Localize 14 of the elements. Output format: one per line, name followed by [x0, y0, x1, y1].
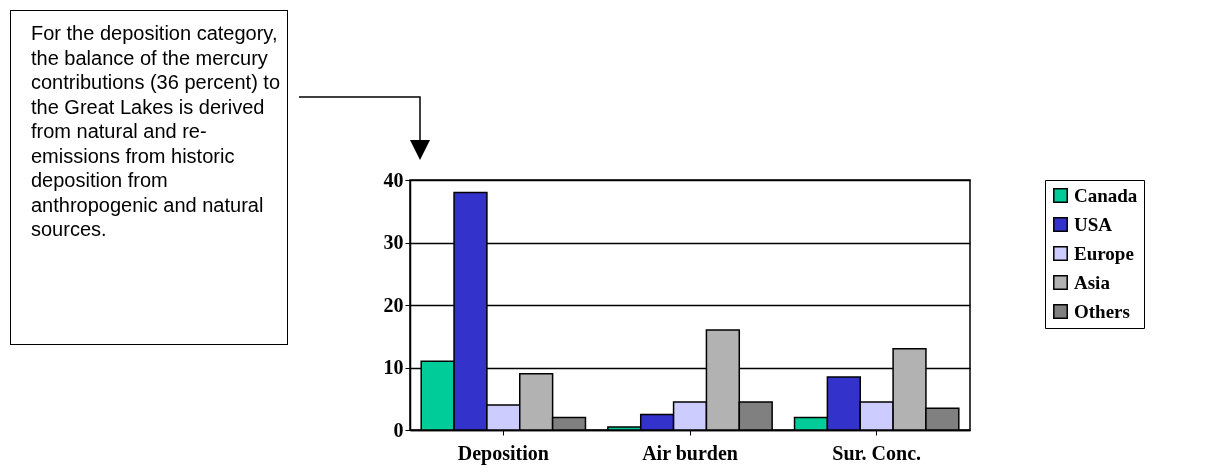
- y-tick-label: 40: [383, 168, 404, 191]
- legend-label: Asia: [1074, 271, 1111, 293]
- y-tick-label: 10: [383, 356, 404, 378]
- y-tick-label: 30: [383, 231, 404, 253]
- x-tick-label: Deposition: [457, 441, 549, 465]
- legend-label: Others: [1074, 300, 1130, 322]
- y-tick-label: 0: [393, 418, 404, 441]
- x-tick-label: Air burden: [642, 441, 738, 464]
- legend-label: USA: [1074, 213, 1113, 235]
- legend-label: Canada: [1074, 184, 1138, 206]
- legend-label: Europe: [1074, 242, 1134, 264]
- text: For the deposition category, the balance of the mercury contributions (36 percent) to the Great Lakes is derived from natural and re-emissions from historic deposition from anthropogenic and natural sources.: [31, 22, 281, 240]
- y-tick-label: 20: [383, 293, 404, 316]
- x-tick-label: Sur. Conc.: [832, 441, 922, 464]
